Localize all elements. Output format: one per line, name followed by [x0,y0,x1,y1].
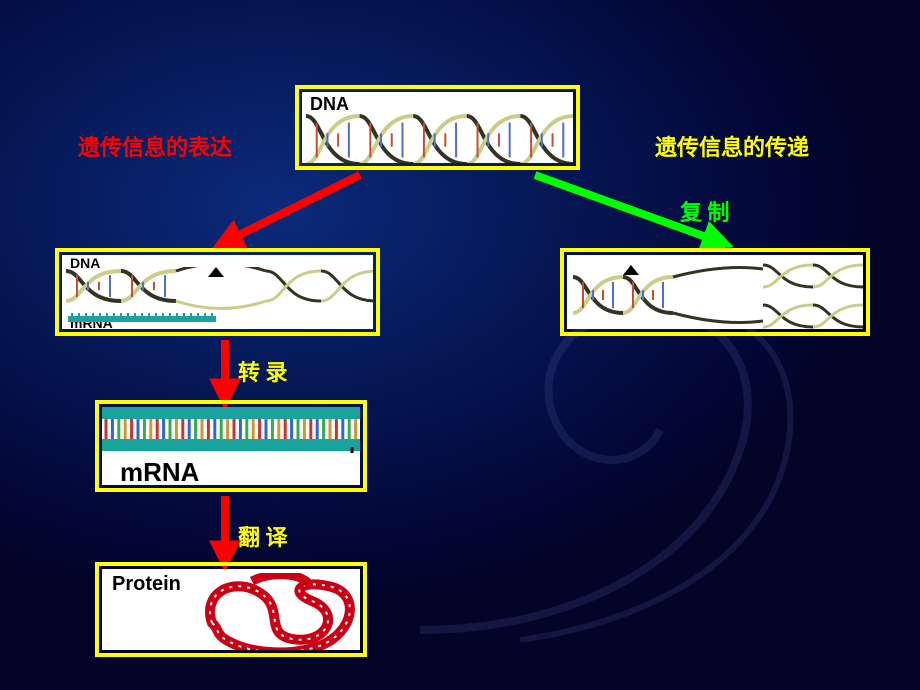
arrow-to-transcription [225,175,360,242]
mrna-graphic [102,407,360,453]
slide-canvas: 遗传信息的表达 遗传信息的传递 复 制 转 录 翻 译 DNA DNA mRNA [0,0,920,690]
box-mrna: mRNA [95,400,367,492]
protein-graphic [192,573,360,650]
dna-caption: DNA [310,94,349,115]
box-transcription: DNA mRNA [55,248,380,336]
mrna-caption: mRNA [120,457,199,485]
box-dna: DNA [295,85,580,170]
protein-caption: Protein [112,573,181,596]
box-replication [560,248,870,336]
replication-graphic [573,263,863,329]
transcription-graphic [66,267,373,329]
box-protein: Protein [95,562,367,657]
dna-helix-graphic [306,114,573,163]
arrow-to-replication [535,175,720,242]
